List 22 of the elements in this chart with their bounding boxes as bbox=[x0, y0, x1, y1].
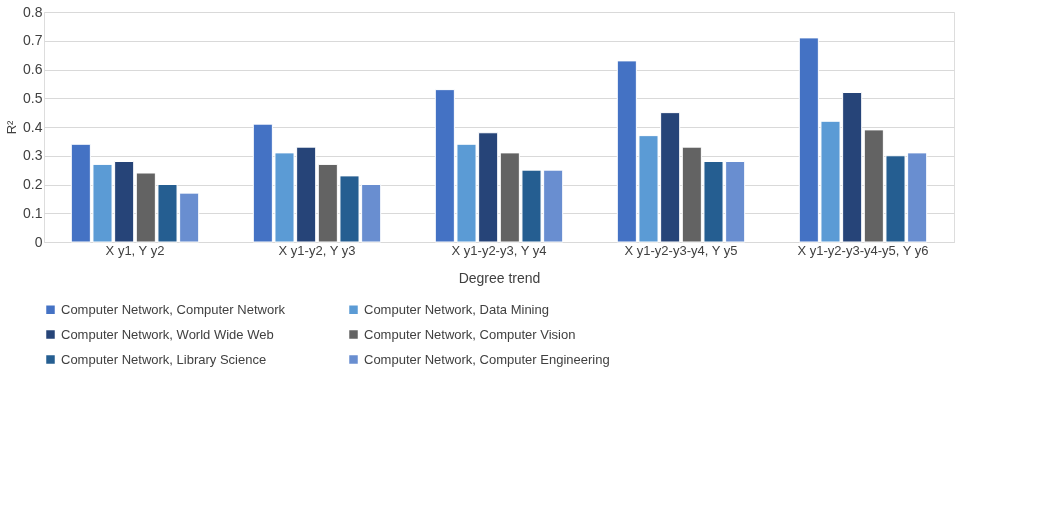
x-tick-label: X y1-y2-y3-y4-y5, Y y6 bbox=[797, 242, 929, 258]
legend-label: Computer Network, Computer Engineering bbox=[364, 351, 610, 367]
y-tick-label: 0.6 bbox=[23, 61, 43, 77]
x-tick-label: X y1-y2-y3-y4, Y y5 bbox=[624, 242, 738, 258]
legend-label: Computer Network, World Wide Web bbox=[61, 326, 274, 342]
y-tick-label: 0.2 bbox=[23, 176, 43, 192]
y-tick-label: 0.7 bbox=[23, 32, 43, 49]
x-tick-label: X y1, Y y2 bbox=[105, 242, 165, 258]
legend-label: Computer Network, Computer Network bbox=[61, 301, 286, 317]
y-tick-label: 0.1 bbox=[23, 204, 43, 221]
y-tick-label: 0.5 bbox=[23, 89, 43, 106]
y-tick-label: 0.4 bbox=[23, 118, 43, 135]
x-tick-label: X y1-y2, Y y3 bbox=[278, 242, 356, 258]
y-tick-label: 0.8 bbox=[23, 3, 43, 20]
legend-label: Computer Network, Data Mining bbox=[364, 301, 549, 317]
x-tick-label: X y1-y2-y3, Y y4 bbox=[451, 242, 547, 258]
x-axis-title: Degree trend bbox=[458, 269, 541, 286]
y-tick-label: 0.3 bbox=[23, 147, 43, 164]
y-axis-title: R² bbox=[4, 119, 20, 135]
legend-label: Computer Network, Library Science bbox=[61, 351, 267, 367]
y-tick-label: 0 bbox=[34, 233, 43, 250]
legend-label: Computer Network, Computer Vision bbox=[364, 326, 576, 342]
